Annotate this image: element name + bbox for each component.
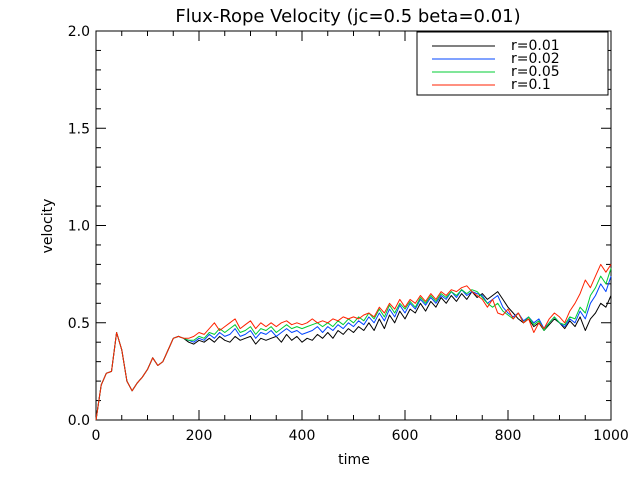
y-axis-title: velocity [40,199,56,254]
series-line [95,268,612,421]
plot-area: 0 200 400 600 800 1000 0.0 0.5 1.0 1.5 2.0 [68,24,629,444]
chart-title: Flux-Rope Velocity (jc=0.5 beta=0.01) [175,6,520,27]
legend: r=0.01r=0.02r=0.05r=0.1 [416,31,609,96]
x-tick-label: 200 [186,428,213,444]
legend-label: r=0.05 [511,64,560,80]
x-tick-label: 600 [392,428,419,444]
x-tick-label: 0 [92,428,101,444]
legend-label: r=0.01 [511,38,560,54]
y-tick-label: 1.5 [68,121,90,137]
y-tick-label: 2.0 [68,24,90,40]
series-line [95,275,612,421]
y-tick-label: 0.5 [68,316,90,332]
x-tick-label: 800 [495,428,522,444]
legend-label: r=0.02 [511,51,560,67]
y-tick-label: 1.0 [68,219,90,235]
x-tick-label: 1000 [593,428,629,444]
series-group [95,263,612,421]
series-line [95,291,612,421]
x-tick-label: 400 [289,428,316,444]
series-line [95,263,612,421]
legend-label: r=0.1 [511,77,551,93]
x-axis-title: time [338,452,370,468]
y-tick-label: 0.0 [68,413,90,429]
